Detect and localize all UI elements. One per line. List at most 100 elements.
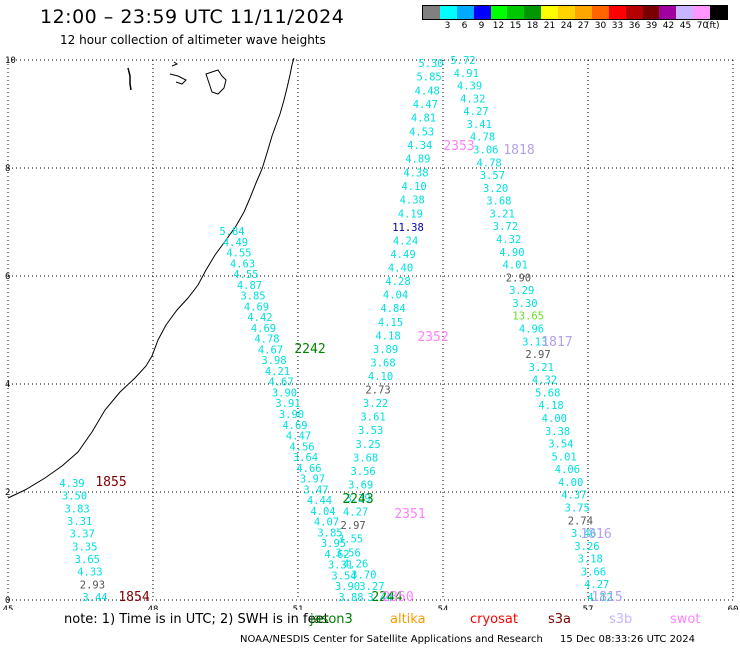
track-b: 5.844.494.554.634.554.873.854.694.424.69… — [219, 226, 363, 604]
wave-height-value: 3.38 — [545, 426, 570, 438]
coastline — [7, 57, 295, 499]
mission-legend-item: cryosat — [470, 612, 518, 627]
pass-time-label: 2243 — [342, 492, 373, 507]
wave-height-value: 3.47 — [303, 484, 328, 496]
wave-height-value: 4.48 — [415, 85, 440, 97]
color-scale-label: 70 — [696, 21, 709, 31]
wave-height-value: 3.72 — [493, 221, 518, 233]
wave-height-value: 4.06 — [555, 464, 580, 476]
x-tick-label: 48 — [148, 605, 159, 610]
color-swatch — [456, 6, 474, 19]
x-tick-label: 57 — [583, 605, 594, 610]
color-swatch — [676, 6, 694, 19]
wave-height-value: 4.39 — [59, 478, 84, 490]
pass-time-label: 2352 — [417, 330, 448, 345]
wave-height-value: 3.83 — [64, 503, 89, 515]
color-swatch — [541, 6, 559, 19]
color-swatch — [659, 6, 677, 19]
color-scale-label: 3 — [444, 21, 451, 31]
track-a: 4.393.503.833.313.373.353.654.332.933.44 — [59, 478, 107, 604]
color-scale-unit: (ft) — [706, 21, 720, 31]
wave-height-value: 4.15 — [378, 317, 403, 329]
wave-height-value: 4.49 — [223, 237, 248, 249]
pass-time-labels: 1855 1854 2242 2243 2244 2351 2352 2353 2350 1818… — [95, 139, 622, 605]
wave-height-value: 4.40 — [388, 263, 413, 275]
color-scale-bar — [422, 5, 728, 20]
color-swatch — [693, 6, 711, 19]
color-swatch — [490, 6, 508, 19]
wave-height-value: 3.69 — [348, 479, 373, 491]
pass-time-label: 1815 — [591, 590, 622, 605]
wave-height-value: 3.29 — [509, 285, 534, 297]
wave-height-value: 4.39 — [457, 81, 482, 93]
satellite-tracks: 4.393.503.833.313.373.353.654.332.933.44… — [59, 55, 612, 604]
y-tick-label: 10 — [5, 56, 16, 66]
wave-height-value: 4.78 — [470, 132, 495, 144]
wave-height-value: 3.30 — [512, 298, 537, 310]
island-4 — [205, 69, 227, 95]
wave-height-value: 4.89 — [405, 154, 430, 166]
wave-height-value: 4.32 — [532, 375, 557, 387]
color-swatch — [524, 6, 542, 19]
wave-height-value: 3.54 — [331, 570, 356, 582]
wave-height-value: 3.57 — [480, 170, 505, 182]
wave-height-value: 3.85 — [240, 291, 265, 303]
wave-height-value: 5.30 — [418, 58, 443, 70]
wave-height-value: 4.28 — [385, 276, 410, 288]
wave-height-value: 3.89 — [373, 344, 398, 356]
wave-height-value: 4.27 — [463, 106, 488, 118]
wave-height-value: 3.46 — [571, 528, 596, 540]
wave-height-value: 4.84 — [380, 303, 405, 315]
wave-height-value: 3.68 — [370, 357, 395, 369]
wave-height-value: 3.88 — [338, 592, 363, 604]
wave-height-value: 4.38 — [400, 195, 425, 207]
wave-height-value: 3.95 — [321, 538, 346, 550]
wave-height-value: 2.97 — [340, 520, 365, 532]
wave-height-value: 3.13 — [522, 336, 547, 348]
wave-height-value: 4.27 — [343, 507, 368, 519]
axis-tick-labels: 45 48 51 54 57 60 0 2 4 6 8 10 — [3, 56, 739, 610]
mission-legend-item: altika — [390, 612, 426, 627]
wave-height-value: 3.70 — [351, 570, 376, 582]
color-swatch — [575, 6, 592, 19]
pass-time-label: 1854 — [118, 590, 149, 605]
mission-legend-item: swot — [670, 612, 701, 627]
wave-height-value: 4.38 — [403, 167, 428, 179]
track-d: 5.724.914.394.324.273.414.783.064.783.57… — [450, 55, 612, 604]
wave-height-value: 4.87 — [237, 280, 262, 292]
pass-time-label: 2244 — [371, 590, 402, 605]
wave-height-value: 4.47 — [413, 99, 438, 111]
color-scale-label: 27 — [577, 21, 590, 31]
island-2 — [171, 61, 179, 67]
wave-height-value: 4.96 — [519, 324, 544, 336]
wave-height-value: 13.65 — [512, 311, 544, 323]
wave-height-value: 4.00 — [542, 413, 567, 425]
y-tick-label: 0 — [5, 596, 10, 606]
wave-height-value: 4.37 — [561, 490, 586, 502]
wave-height-value: 3.56 — [335, 547, 360, 559]
x-tick-label: 54 — [438, 605, 449, 610]
color-swatch — [423, 6, 440, 19]
wave-height-value: 3.97 — [300, 474, 325, 486]
color-scale-label: 30 — [594, 21, 607, 31]
wave-height-value: 4.19 — [398, 208, 423, 220]
color-swatch — [642, 6, 660, 19]
wave-height-value: 3.06 — [473, 145, 498, 157]
wave-height-value: 4.53 — [409, 126, 434, 138]
wave-height-value: 4.18 — [375, 330, 400, 342]
wave-height-value: 4.33 — [77, 567, 102, 579]
wave-height-value: 3.18 — [578, 554, 603, 566]
wave-height-value: 4.69 — [251, 323, 276, 335]
wave-height-value: 4.42 — [247, 312, 272, 324]
wave-height-value: 4.81 — [411, 113, 436, 125]
wave-height-value: 4.66 — [296, 463, 321, 475]
y-tick-label: 2 — [5, 488, 10, 498]
wave-height-value: 3.64 — [293, 452, 318, 464]
pass-time-label: 2350 — [382, 590, 413, 605]
x-tick-label: 60 — [728, 605, 739, 610]
wave-height-value: 3.55 — [338, 534, 363, 546]
wave-height-value: 4.00 — [558, 477, 583, 489]
wave-height-value: 4.12 — [587, 592, 612, 604]
wave-height-value: 3.25 — [355, 439, 380, 451]
wave-height-value: 3.37 — [70, 529, 95, 541]
